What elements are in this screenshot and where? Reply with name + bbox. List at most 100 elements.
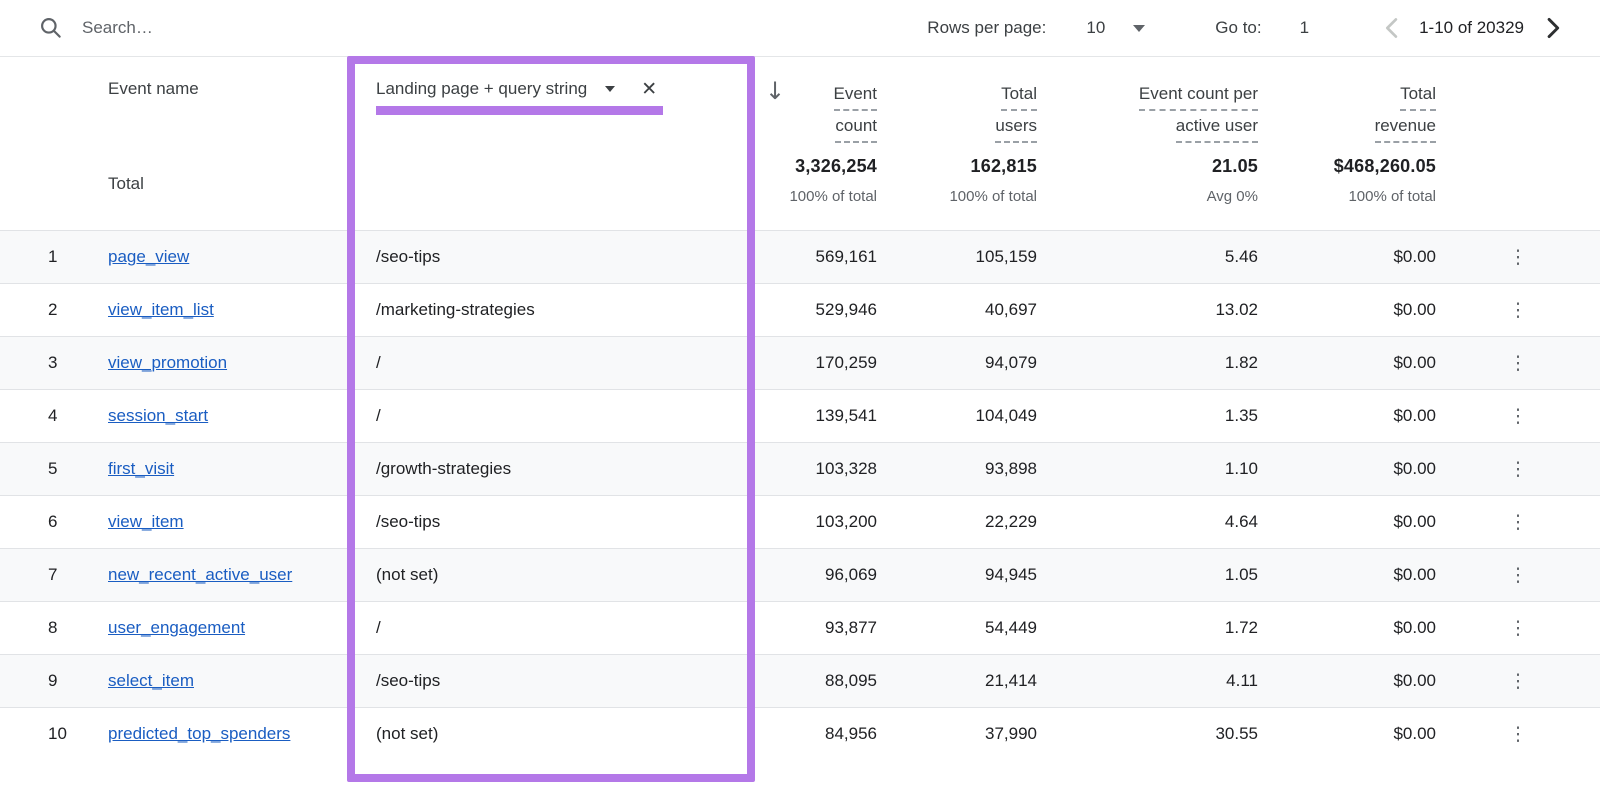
total-users-value: 94,079 bbox=[985, 353, 1037, 372]
secondary-dimension-selector[interactable]: Landing page + query string ✕ bbox=[376, 79, 663, 99]
total-event-count: 3,326,254 100% of total bbox=[789, 156, 877, 205]
header-line: revenue bbox=[1374, 111, 1436, 143]
total-revenue-value: $0.00 bbox=[1393, 724, 1436, 743]
event-count-value: 170,259 bbox=[815, 353, 877, 372]
count-per-active-user-value: 4.11 bbox=[1226, 671, 1258, 690]
landing-page-value: / bbox=[376, 618, 381, 637]
landing-page-value: /seo-tips bbox=[376, 671, 441, 690]
total-users-value: 21,414 bbox=[985, 671, 1037, 690]
event-name-link[interactable]: view_item_list bbox=[108, 300, 214, 319]
event-name-link[interactable]: user_engagement bbox=[108, 618, 246, 637]
total-users-value: 37,990 bbox=[985, 724, 1037, 743]
goto-page-label: Go to: bbox=[1215, 18, 1262, 37]
event-name-link[interactable]: select_item bbox=[108, 671, 194, 690]
row-index: 4 bbox=[48, 406, 58, 425]
previous-page-icon[interactable] bbox=[1379, 13, 1403, 43]
total-revenue-value: $0.00 bbox=[1393, 671, 1436, 690]
secondary-dimension-cell: Landing page + query string ✕ bbox=[348, 79, 753, 150]
row-menu-kebab-icon[interactable]: ⋮ bbox=[1508, 616, 1528, 639]
total-users-value: 104,049 bbox=[975, 406, 1037, 425]
pagination-controls: Rows per page: 10 Go to: 1 1-10 of 20329 bbox=[927, 13, 1566, 43]
total-users-value: 22,229 bbox=[985, 512, 1037, 531]
header-line: Event bbox=[833, 79, 877, 111]
count-per-active-user-value: 1.35 bbox=[1224, 406, 1258, 425]
total-users-value: 105,159 bbox=[975, 247, 1037, 266]
header-line: Event count per bbox=[1138, 79, 1258, 111]
event-name-link[interactable]: predicted_top_spenders bbox=[108, 724, 291, 743]
landing-page-value: /marketing-strategies bbox=[376, 300, 535, 319]
rows-per-page-value[interactable]: 10 bbox=[1086, 18, 1106, 37]
event-name-link[interactable]: view_item bbox=[108, 512, 184, 531]
spacer-cell bbox=[348, 156, 753, 230]
event-count-value: 139,541 bbox=[815, 406, 877, 425]
table-row: 1 page_view /seo-tips 569,161 105,159 5.… bbox=[0, 230, 1600, 283]
search-bar[interactable] bbox=[38, 15, 382, 41]
total-revenue-value: $0.00 bbox=[1393, 618, 1436, 637]
totals-row: Total 3,326,254 100% of total 162,815 10… bbox=[0, 150, 1600, 230]
secondary-dimension-label[interactable]: Landing page + query string bbox=[376, 79, 588, 98]
row-index: 5 bbox=[48, 459, 58, 478]
event-count-value: 93,877 bbox=[825, 618, 877, 637]
event-name-link[interactable]: new_recent_active_user bbox=[108, 565, 293, 584]
count-per-active-user-value: 1.82 bbox=[1224, 353, 1258, 372]
row-menu-kebab-icon[interactable]: ⋮ bbox=[1508, 351, 1528, 374]
column-header-event-count-per-active-user[interactable]: Event count per active user bbox=[1037, 79, 1258, 150]
count-per-active-user-value: 1.10 bbox=[1224, 459, 1258, 478]
next-page-icon[interactable] bbox=[1542, 13, 1566, 43]
table-row: 9 select_item /seo-tips 88,095 21,414 4.… bbox=[0, 654, 1600, 707]
total-revenue-value: $0.00 bbox=[1393, 406, 1436, 425]
row-index: 3 bbox=[48, 353, 58, 372]
total-revenue-value: $0.00 bbox=[1393, 565, 1436, 584]
annotation-underline bbox=[376, 106, 663, 115]
row-index: 9 bbox=[48, 671, 58, 690]
header-line: Total bbox=[1400, 79, 1436, 111]
table-row: 4 session_start / 139,541 104,049 1.35 $… bbox=[0, 389, 1600, 442]
event-name-link[interactable]: first_visit bbox=[108, 459, 175, 478]
table-row: 5 first_visit /growth-strategies 103,328… bbox=[0, 442, 1600, 495]
table-header: Event name Landing page + query string ✕… bbox=[0, 57, 1600, 230]
goto-page-input[interactable]: 1 bbox=[1299, 18, 1310, 37]
secondary-dimension-close-icon[interactable]: ✕ bbox=[641, 78, 658, 100]
row-menu-kebab-icon[interactable]: ⋮ bbox=[1508, 563, 1528, 586]
row-index: 2 bbox=[48, 300, 58, 319]
landing-page-value: / bbox=[376, 353, 381, 372]
secondary-dimension-dropdown-icon[interactable] bbox=[605, 86, 616, 92]
column-header-total-revenue[interactable]: Total revenue bbox=[1258, 79, 1436, 150]
row-menu-kebab-icon[interactable]: ⋮ bbox=[1508, 722, 1528, 745]
search-input[interactable] bbox=[82, 18, 382, 38]
landing-page-value: (not set) bbox=[376, 724, 439, 743]
table-row: 6 view_item /seo-tips 103,200 22,229 4.6… bbox=[0, 495, 1600, 548]
row-menu-kebab-icon[interactable]: ⋮ bbox=[1508, 298, 1528, 321]
total-users: 162,815 100% of total bbox=[949, 156, 1037, 205]
landing-page-value: /growth-strategies bbox=[376, 459, 512, 478]
total-count-per-active-user: 21.05 Avg 0% bbox=[1206, 156, 1258, 205]
row-menu-kebab-icon[interactable]: ⋮ bbox=[1508, 245, 1528, 268]
event-name-link[interactable]: session_start bbox=[108, 406, 209, 425]
row-menu-kebab-icon[interactable]: ⋮ bbox=[1508, 510, 1528, 533]
table-row: 7 new_recent_active_user (not set) 96,06… bbox=[0, 548, 1600, 601]
row-menu-kebab-icon[interactable]: ⋮ bbox=[1508, 457, 1528, 480]
total-revenue-value: $0.00 bbox=[1393, 300, 1436, 319]
landing-page-value: / bbox=[376, 406, 381, 425]
table-toolbar: Rows per page: 10 Go to: 1 1-10 of 20329 bbox=[0, 0, 1600, 57]
count-per-active-user-value: 13.02 bbox=[1215, 300, 1258, 319]
pagination-range-text: 1-10 of 20329 bbox=[1419, 18, 1524, 37]
table-row: 10 predicted_top_spenders (not set) 84,9… bbox=[0, 707, 1600, 760]
rows-per-page-label: Rows per page: bbox=[927, 18, 1047, 37]
rows-per-page-dropdown-icon[interactable] bbox=[1133, 24, 1146, 32]
event-name-link[interactable]: page_view bbox=[108, 247, 190, 266]
total-revenue-value: $0.00 bbox=[1393, 247, 1436, 266]
row-menu-kebab-icon[interactable]: ⋮ bbox=[1508, 669, 1528, 692]
column-header-event-name[interactable]: Event name bbox=[108, 79, 199, 98]
landing-page-value: (not set) bbox=[376, 565, 439, 584]
row-menu-kebab-icon[interactable]: ⋮ bbox=[1508, 404, 1528, 427]
count-per-active-user-value: 30.55 bbox=[1215, 724, 1258, 743]
column-header-event-count[interactable]: ↓ Event count bbox=[753, 77, 877, 150]
row-index: 6 bbox=[48, 512, 58, 531]
event-count-value: 103,200 bbox=[815, 512, 877, 531]
header-line: active user bbox=[1175, 111, 1258, 143]
sort-descending-icon[interactable]: ↓ bbox=[765, 77, 786, 105]
column-header-total-users[interactable]: Total users bbox=[877, 79, 1037, 150]
event-name-link[interactable]: view_promotion bbox=[108, 353, 228, 372]
